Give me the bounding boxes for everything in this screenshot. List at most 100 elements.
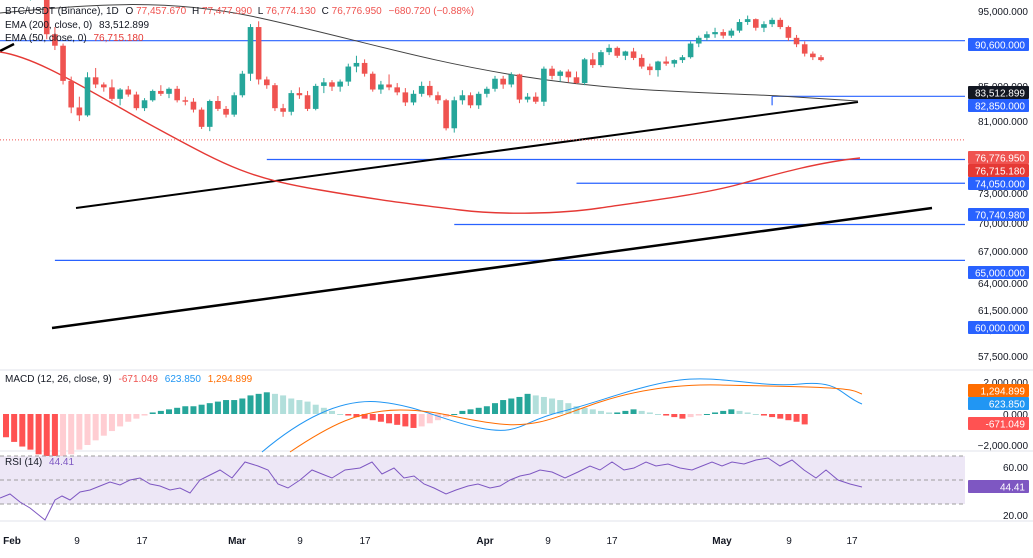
candle-body [769,19,775,25]
macd-hist-bar [125,414,132,422]
candle-body [753,19,759,28]
candle-body [695,37,702,44]
candle-body [312,85,319,109]
candle-body [785,27,792,38]
macd-hist-bar [43,414,50,459]
macd-hist-bar [141,414,148,416]
macd-hist-bar [386,414,393,424]
svg-text:BTC/USDT (Binance), 1D O: BTC/USDT (Binance), 1D O 77,457.670 H 77… [5,6,474,17]
candle-body [614,47,621,56]
tag-70740-bg [968,208,1029,221]
macd-hist-bar [492,403,498,414]
ema50-value: 76,715.180 [93,33,143,44]
macd-hist-bar [646,412,653,414]
change-value: −680.720 (−0.88%) [388,6,474,17]
macd-hist-bar [777,414,784,419]
candle-body [125,89,132,95]
candle-body [68,80,74,108]
tag-macd-line-bg [968,397,1029,410]
tag-60000-bg [968,321,1029,334]
rsi-label: RSI (14) [5,457,42,468]
candle-body [622,51,629,56]
candle-body [418,85,425,94]
candle-body [296,93,303,96]
price-tick-label: 61,500.000 [978,306,1028,317]
macd-hist-bar [516,396,523,414]
macd-hist-bar [3,414,9,438]
macd-hist-bar [679,414,686,419]
time-tick-label: 17 [846,536,858,547]
macd-hist-bar [703,414,710,415]
tag-rsi-text: 44.41 [1000,483,1025,494]
candle-body [638,57,645,67]
macd-hist-bar [597,410,604,414]
macd-hist-bar [92,414,99,441]
macd-hist-bar [27,414,34,450]
tag-65000-bg [968,266,1029,279]
candle-body [280,108,286,112]
macd-hist-bar [712,412,719,414]
time-tick-label: Feb [3,536,21,547]
time-tick-label: 9 [297,536,303,547]
tag-macd-signal: 1,294.899 [968,384,1029,398]
macd-hist-bar [785,414,792,421]
candle-body [255,27,262,80]
time-tick-label: 17 [359,536,371,547]
macd-hist-bar [60,414,67,458]
tag-macd-line-text: 623.850 [989,400,1026,411]
candle-body [304,95,311,109]
price-tick-label: 73,000.000 [978,189,1028,200]
macd-hist-bar [223,400,230,414]
high-label: H [192,6,199,17]
tag-82850-bg [968,99,1029,112]
price-tick-label: 81,000.000 [978,117,1028,128]
candle-body [206,100,213,127]
macd-hist-bar [752,414,759,415]
macd-hist-bar [565,403,572,414]
lower-trendline [51,206,933,330]
tag-74050: 74,050.000 [968,177,1029,191]
candle-body [427,85,433,96]
macd-hist-bar [760,414,767,416]
macd-hist-bar [459,410,466,414]
candle-body [288,93,295,112]
macd-hist-bar [801,414,808,425]
macd-hist-bar [206,403,213,414]
tag-macd-line: 623.850 [968,397,1029,411]
candle-body [141,100,148,109]
upper-trendline [75,101,859,209]
candle-body [728,30,735,36]
candle-body [84,77,91,116]
candle-body [606,47,612,53]
ema200-fragment [0,42,15,53]
macd-hist-bar [557,400,564,414]
tag-60000-text: 60,000.000 [975,324,1025,335]
tag-ema200-text: 83,512.899 [975,89,1025,100]
candle-body [394,87,400,93]
macd-hist-bar [638,410,645,414]
macd-hist-bar [337,414,344,415]
price-axis: 95,000.00085,000.00081,000.00076,000.000… [978,7,1029,522]
time-tick-label: May [712,536,732,547]
candle-body [239,73,246,96]
macd-hist-bar [402,414,409,427]
candle-body [793,37,800,45]
macd-hist-bar [296,400,303,414]
macd-hist-bar [508,398,515,414]
macd-signal-value: 1,294.899 [208,374,253,385]
macd-hist-bar [744,412,751,414]
macd-hist-bar [589,409,596,414]
macd-hist-bar [149,412,156,414]
macd-label: MACD (12, 26, close, 9) [5,374,112,385]
ema200-line [0,4,859,102]
price-tick-label: 57,500.000 [978,352,1028,363]
macd-hist-bar [312,404,319,414]
candle-body [402,92,409,103]
macd-hist-bar [622,410,629,414]
candle-body [663,61,669,64]
macd-hist-bar [280,395,287,414]
macd-hist-bar [304,401,311,414]
candle-body [818,57,824,61]
macd-tick-label: 2,000.000 [984,378,1029,389]
macd-hist-bar [671,414,678,418]
